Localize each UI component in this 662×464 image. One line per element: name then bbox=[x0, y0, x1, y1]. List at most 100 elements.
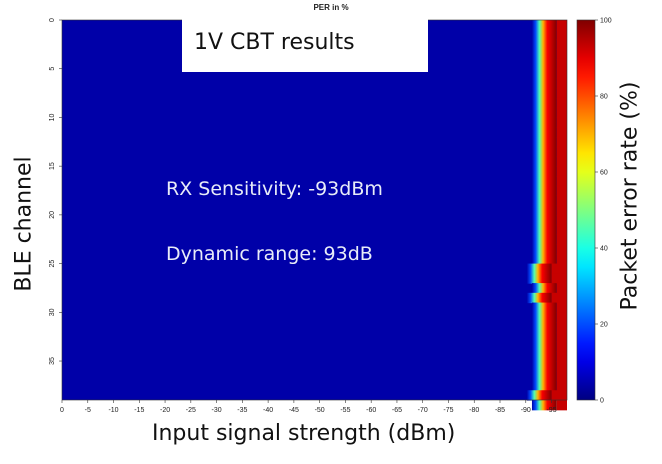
x-tick-label: 0 bbox=[60, 407, 64, 414]
heatmap-transition-row bbox=[531, 146, 557, 158]
colorbar-tick-label: 0 bbox=[600, 398, 604, 405]
heatmap-saturated-row bbox=[556, 117, 567, 128]
heatmap-saturated-row bbox=[556, 341, 567, 352]
x-tick-label: -35 bbox=[237, 407, 247, 414]
x-tick-label: -20 bbox=[160, 407, 170, 414]
x-tick-label: -75 bbox=[443, 407, 453, 414]
heatmap-saturated-row bbox=[556, 380, 567, 391]
heatmap-transition-row bbox=[531, 185, 557, 196]
x-tick-label: -50 bbox=[315, 407, 325, 414]
heatmap-transition-row bbox=[531, 20, 557, 31]
heatmap-saturated-row bbox=[556, 331, 567, 343]
heatmap-transition-row bbox=[531, 234, 557, 245]
heatmap-saturated-row bbox=[556, 156, 567, 167]
heatmap-saturated-row bbox=[556, 58, 567, 70]
x-tick-label: -55 bbox=[340, 407, 350, 414]
y-tick-label: 20 bbox=[49, 211, 56, 219]
colorbar bbox=[576, 19, 596, 401]
heatmap-transition-row bbox=[531, 380, 557, 391]
overlay-title: 1V CBT results bbox=[194, 30, 355, 55]
heatmap-saturated-row bbox=[556, 322, 567, 333]
heatmap-saturated-row bbox=[556, 78, 567, 89]
heatmap-transition-row bbox=[531, 331, 557, 343]
x-tick-label: -70 bbox=[418, 407, 428, 414]
x-axis-title: Input signal strength (dBm) bbox=[152, 421, 456, 446]
heatmap-saturated-row bbox=[556, 127, 567, 138]
heatmap-transition-row bbox=[531, 58, 557, 70]
dynamic-range-annotation: Dynamic range: 93dB bbox=[166, 243, 373, 265]
heatmap-transition-row bbox=[531, 224, 557, 235]
heatmap-transition-row bbox=[526, 390, 552, 401]
overlay-title-box: 1V CBT results bbox=[182, 18, 428, 72]
heatmap-saturated-row bbox=[556, 88, 567, 99]
heatmap-transition-row bbox=[531, 136, 557, 148]
heatmap-saturated-row bbox=[551, 390, 567, 401]
heatmap-saturated-row bbox=[556, 361, 567, 372]
chart-title: PER in % bbox=[313, 3, 349, 12]
heatmap-transition-row bbox=[531, 107, 557, 119]
heatmap-saturated-row bbox=[556, 166, 567, 177]
heatmap-saturated-row bbox=[556, 234, 567, 245]
heatmap-transition-row bbox=[531, 97, 557, 109]
y-tick-label: 0 bbox=[49, 18, 56, 22]
heatmap-transition-row bbox=[526, 292, 552, 304]
heatmap-saturated-row bbox=[556, 136, 567, 148]
heatmap-transition-row bbox=[531, 214, 557, 226]
heatmap-saturated-row bbox=[556, 400, 567, 411]
heatmap-transition-row bbox=[531, 244, 557, 255]
heatmap-saturated-row bbox=[556, 175, 567, 187]
heatmap-saturated-row bbox=[556, 312, 567, 323]
heatmap-transition-row bbox=[531, 127, 557, 138]
x-tick-label: -65 bbox=[392, 407, 402, 414]
y-tick-label: 10 bbox=[49, 113, 56, 121]
y-axis-title: BLE channel bbox=[11, 156, 37, 292]
heatmap-background bbox=[62, 20, 567, 400]
heatmap-transition-row bbox=[526, 263, 552, 274]
heatmap-transition-row bbox=[531, 205, 557, 216]
x-tick-label: -5 bbox=[85, 407, 91, 414]
heatmap-transition-row bbox=[531, 78, 557, 89]
heatmap-saturated-row bbox=[556, 29, 567, 41]
heatmap-transition-row bbox=[531, 302, 557, 313]
x-tick-label: -60 bbox=[366, 407, 376, 414]
x-tick-label: -10 bbox=[108, 407, 118, 414]
heatmap-transition-row bbox=[531, 166, 557, 177]
heatmap-saturated-row bbox=[551, 273, 567, 284]
colorbar-tick-label: 80 bbox=[600, 94, 608, 101]
y-tick-label: 5 bbox=[49, 67, 56, 71]
heatmap-transition-row bbox=[531, 253, 557, 265]
x-tick-label: -30 bbox=[212, 407, 222, 414]
heatmap-transition-row bbox=[531, 341, 557, 352]
heatmap-transition-row bbox=[531, 283, 557, 294]
heatmap-transition-row bbox=[531, 312, 557, 323]
heatmap-transition-row bbox=[531, 88, 557, 99]
x-tick-label: -25 bbox=[186, 407, 196, 414]
heatmap-transition-row bbox=[531, 175, 557, 187]
y-tick-label: 30 bbox=[49, 308, 56, 316]
heatmap-transition-row bbox=[531, 156, 557, 167]
heatmap-saturated-row bbox=[556, 214, 567, 226]
x-tick-label: -45 bbox=[289, 407, 299, 414]
heatmap-transition-row bbox=[531, 370, 557, 382]
rx-sensitivity-annotation: RX Sensitivity: -93dBm bbox=[166, 178, 383, 200]
heatmap-transition-row bbox=[531, 68, 557, 80]
heatmap-transition-row bbox=[531, 322, 557, 333]
heatmap-transition-row bbox=[531, 29, 557, 41]
heatmap-saturated-row bbox=[556, 49, 567, 60]
heatmap-saturated-row bbox=[556, 302, 567, 313]
colorbar-title: Packet error rate (%) bbox=[617, 81, 643, 311]
colorbar-tick-label: 60 bbox=[600, 170, 608, 177]
heatmap-transition-row bbox=[531, 195, 557, 206]
x-tick-label: -15 bbox=[134, 407, 144, 414]
heatmap-saturated-row bbox=[556, 370, 567, 382]
colorbar-tick-label: 40 bbox=[600, 246, 608, 253]
heatmap-saturated-row bbox=[556, 107, 567, 119]
heatmap-saturated-row bbox=[556, 244, 567, 255]
x-tick-label: -80 bbox=[469, 407, 479, 414]
heatmap-transition-row bbox=[531, 49, 557, 60]
heatmap-saturated-row bbox=[556, 146, 567, 158]
heatmap-transition-row bbox=[531, 400, 557, 411]
heatmap-saturated-row bbox=[556, 97, 567, 109]
heatmap-transition-row bbox=[531, 351, 557, 362]
heatmap-saturated-row bbox=[551, 263, 567, 274]
